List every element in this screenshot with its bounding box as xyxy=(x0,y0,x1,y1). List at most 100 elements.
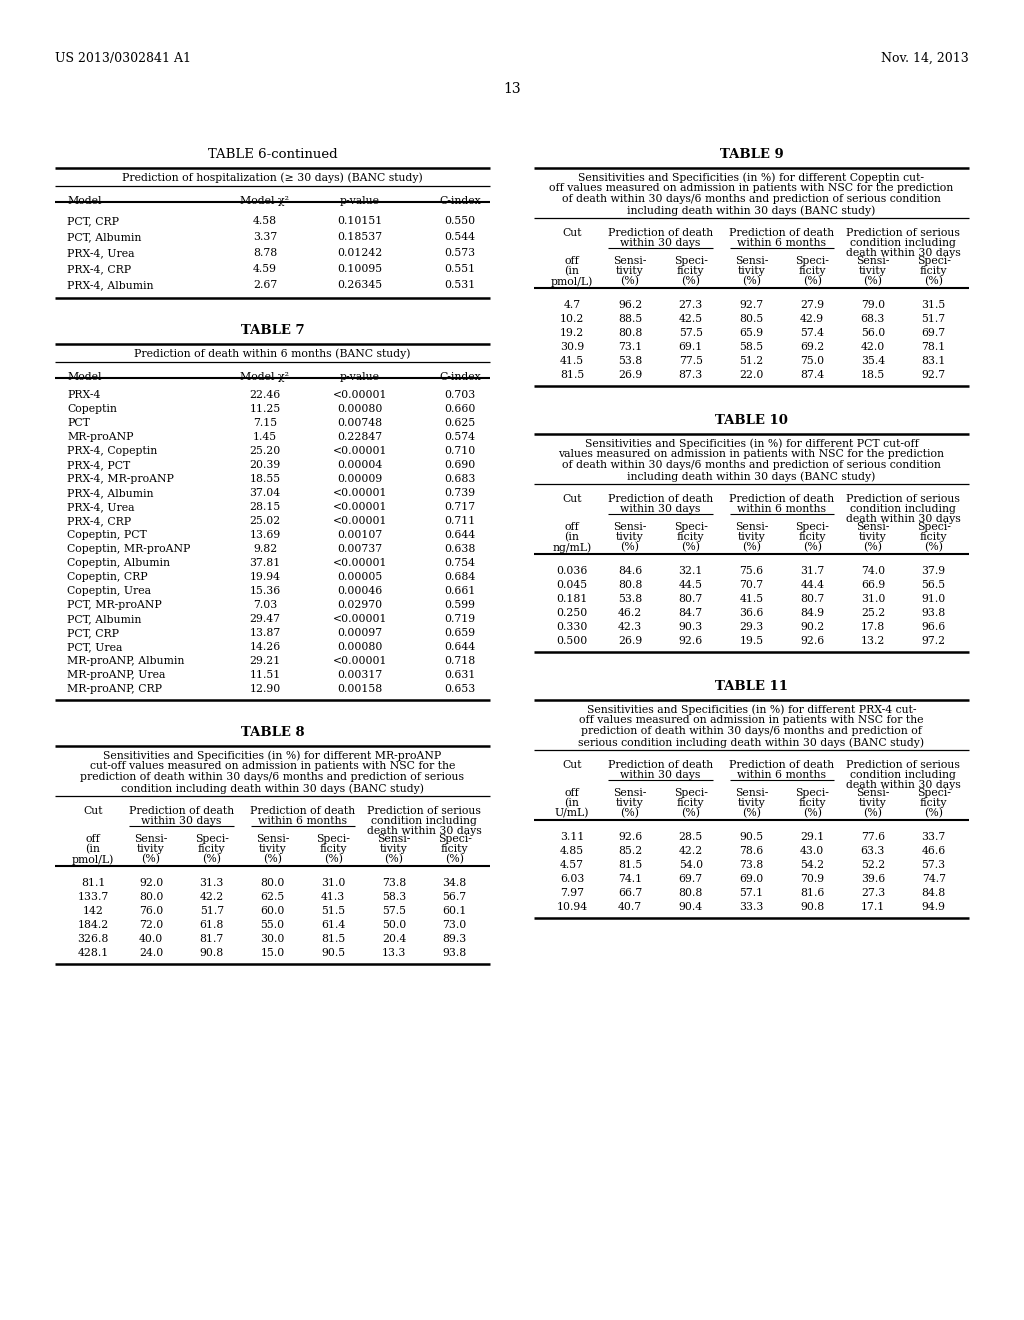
Text: Speci-: Speci- xyxy=(916,256,950,267)
Text: 13.87: 13.87 xyxy=(250,628,281,638)
Text: 18.5: 18.5 xyxy=(861,370,885,380)
Text: condition including: condition including xyxy=(850,504,956,513)
Text: 75.6: 75.6 xyxy=(739,566,764,576)
Text: 46.2: 46.2 xyxy=(617,609,642,618)
Text: 42.3: 42.3 xyxy=(617,622,642,632)
Text: 0.181: 0.181 xyxy=(556,594,588,605)
Text: Prediction of death: Prediction of death xyxy=(729,760,835,770)
Text: PCT, CRP: PCT, CRP xyxy=(67,628,119,638)
Text: (%): (%) xyxy=(742,808,761,818)
Text: Speci-: Speci- xyxy=(796,521,829,532)
Text: 79.0: 79.0 xyxy=(861,300,885,310)
Text: 57.1: 57.1 xyxy=(739,888,764,898)
Text: 20.39: 20.39 xyxy=(250,459,281,470)
Text: 80.8: 80.8 xyxy=(679,888,702,898)
Text: ficity: ficity xyxy=(799,532,826,543)
Text: 58.3: 58.3 xyxy=(382,892,407,902)
Text: (%): (%) xyxy=(681,808,700,818)
Text: ficity: ficity xyxy=(677,267,705,276)
Text: 81.5: 81.5 xyxy=(617,861,642,870)
Text: 18.55: 18.55 xyxy=(250,474,281,484)
Text: 62.5: 62.5 xyxy=(260,892,285,902)
Text: 0.00107: 0.00107 xyxy=(337,531,383,540)
Text: p-value: p-value xyxy=(340,372,380,381)
Text: 0.00748: 0.00748 xyxy=(338,418,383,428)
Text: 32.1: 32.1 xyxy=(679,566,702,576)
Text: 81.5: 81.5 xyxy=(322,935,345,944)
Text: 9.82: 9.82 xyxy=(253,544,278,554)
Text: Copeptin, MR-proANP: Copeptin, MR-proANP xyxy=(67,544,190,554)
Text: condition including death within 30 days (BANC study): condition including death within 30 days… xyxy=(121,783,424,793)
Text: 91.0: 91.0 xyxy=(922,594,946,605)
Text: 96.2: 96.2 xyxy=(617,300,642,310)
Text: 77.6: 77.6 xyxy=(861,832,885,842)
Text: PRX-4: PRX-4 xyxy=(67,389,100,400)
Text: 30.0: 30.0 xyxy=(260,935,285,944)
Text: (%): (%) xyxy=(141,854,161,865)
Text: 57.4: 57.4 xyxy=(800,327,824,338)
Text: 0.644: 0.644 xyxy=(444,531,475,540)
Text: of death within 30 days/6 months and prediction of serious condition: of death within 30 days/6 months and pre… xyxy=(562,194,941,205)
Text: TABLE 11: TABLE 11 xyxy=(715,680,788,693)
Text: condition including: condition including xyxy=(372,816,477,826)
Text: 0.573: 0.573 xyxy=(444,248,475,257)
Text: 50.0: 50.0 xyxy=(382,920,407,931)
Text: 184.2: 184.2 xyxy=(78,920,109,931)
Text: 1.45: 1.45 xyxy=(253,432,278,442)
Text: 83.1: 83.1 xyxy=(922,356,946,366)
Text: 41.5: 41.5 xyxy=(560,356,584,366)
Text: Sensi-: Sensi- xyxy=(613,521,647,532)
Text: 74.7: 74.7 xyxy=(922,874,945,884)
Text: MR-proANP, CRP: MR-proANP, CRP xyxy=(67,684,162,694)
Text: 97.2: 97.2 xyxy=(922,636,946,645)
Text: 0.18537: 0.18537 xyxy=(338,232,383,242)
Text: 42.0: 42.0 xyxy=(861,342,885,352)
Text: 0.551: 0.551 xyxy=(444,264,475,275)
Text: US 2013/0302841 A1: US 2013/0302841 A1 xyxy=(55,51,191,65)
Text: (%): (%) xyxy=(621,276,640,286)
Text: 77.5: 77.5 xyxy=(679,356,702,366)
Text: 37.04: 37.04 xyxy=(250,488,281,498)
Text: Prediction of serious: Prediction of serious xyxy=(368,807,481,816)
Text: (%): (%) xyxy=(803,543,821,552)
Text: Copeptin, Albumin: Copeptin, Albumin xyxy=(67,558,170,568)
Text: Speci-: Speci- xyxy=(195,834,228,843)
Text: (%): (%) xyxy=(621,808,640,818)
Text: Sensi-: Sensi- xyxy=(735,788,768,799)
Text: 80.7: 80.7 xyxy=(679,594,702,605)
Text: cut-off values measured on admission in patients with NSC for the: cut-off values measured on admission in … xyxy=(90,762,456,771)
Text: tivity: tivity xyxy=(259,843,287,854)
Text: (%): (%) xyxy=(863,276,883,286)
Text: (%): (%) xyxy=(681,276,700,286)
Text: (%): (%) xyxy=(863,543,883,552)
Text: Speci-: Speci- xyxy=(437,834,472,843)
Text: Prediction of death: Prediction of death xyxy=(608,228,713,238)
Text: ficity: ficity xyxy=(677,532,705,543)
Text: death within 30 days: death within 30 days xyxy=(367,826,481,836)
Text: 0.718: 0.718 xyxy=(444,656,475,667)
Text: 33.3: 33.3 xyxy=(739,902,764,912)
Text: 92.6: 92.6 xyxy=(617,832,642,842)
Text: Prediction of death within 6 months (BANC study): Prediction of death within 6 months (BAN… xyxy=(134,348,411,359)
Text: Prediction of death: Prediction of death xyxy=(129,807,234,816)
Text: ficity: ficity xyxy=(920,267,947,276)
Text: TABLE 9: TABLE 9 xyxy=(720,148,783,161)
Text: serious condition including death within 30 days (BANC study): serious condition including death within… xyxy=(579,737,925,747)
Text: including death within 30 days (BANC study): including death within 30 days (BANC stu… xyxy=(628,471,876,482)
Text: 29.3: 29.3 xyxy=(739,622,764,632)
Text: 80.7: 80.7 xyxy=(800,594,824,605)
Text: Sensitivities and Specificities (in %) for different MR-proANP: Sensitivities and Specificities (in %) f… xyxy=(103,750,441,760)
Text: (in: (in xyxy=(86,843,100,854)
Text: 78.1: 78.1 xyxy=(922,342,946,352)
Text: 3.11: 3.11 xyxy=(560,832,584,842)
Text: Model χ²: Model χ² xyxy=(241,372,290,381)
Text: 37.9: 37.9 xyxy=(922,566,946,576)
Text: 90.3: 90.3 xyxy=(679,622,702,632)
Text: Sensitivities and Specificities (in %) for different Copeptin cut-: Sensitivities and Specificities (in %) f… xyxy=(579,172,925,182)
Text: 80.8: 80.8 xyxy=(617,327,642,338)
Text: 80.8: 80.8 xyxy=(617,579,642,590)
Text: Prediction of death: Prediction of death xyxy=(608,760,713,770)
Text: ficity: ficity xyxy=(677,799,705,808)
Text: (%): (%) xyxy=(263,854,282,865)
Text: 81.6: 81.6 xyxy=(800,888,824,898)
